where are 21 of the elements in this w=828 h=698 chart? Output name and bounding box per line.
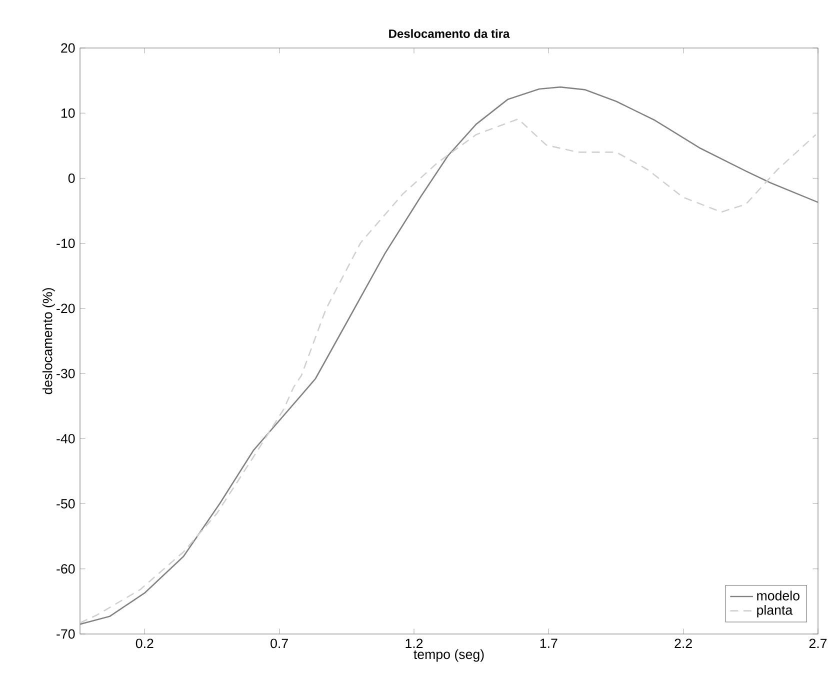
chart-title: Deslocamento da tira [389, 29, 510, 38]
y-tick-label: -20 [56, 304, 75, 314]
y-axis-title: deslocamento (%) [42, 288, 55, 394]
y-tick-label: -40 [56, 434, 75, 444]
y-tick-label: 20 [61, 43, 75, 53]
y-tick-label: -50 [56, 499, 75, 508]
legend-label: planta [757, 605, 793, 618]
y-tick-label: -30 [56, 368, 75, 378]
x-tick-label: 2.2 [674, 638, 692, 648]
x-tick-label: 1.2 [406, 638, 423, 648]
y-tick-label: 10 [61, 108, 75, 118]
x-tick-label: 1.7 [540, 638, 558, 648]
y-tick-label: 0 [68, 174, 75, 183]
x-tick-label: 2.7 [809, 638, 827, 648]
y-tick-label: -10 [56, 238, 75, 248]
x-axis-title: tempo (seg) [414, 649, 484, 662]
y-tick-label: -60 [56, 564, 75, 574]
x-tick-label: 0.2 [136, 638, 154, 648]
x-tick-label: 0.7 [270, 638, 288, 648]
y-tick-label: -70 [56, 629, 75, 639]
legend-label: modelo [757, 590, 800, 600]
